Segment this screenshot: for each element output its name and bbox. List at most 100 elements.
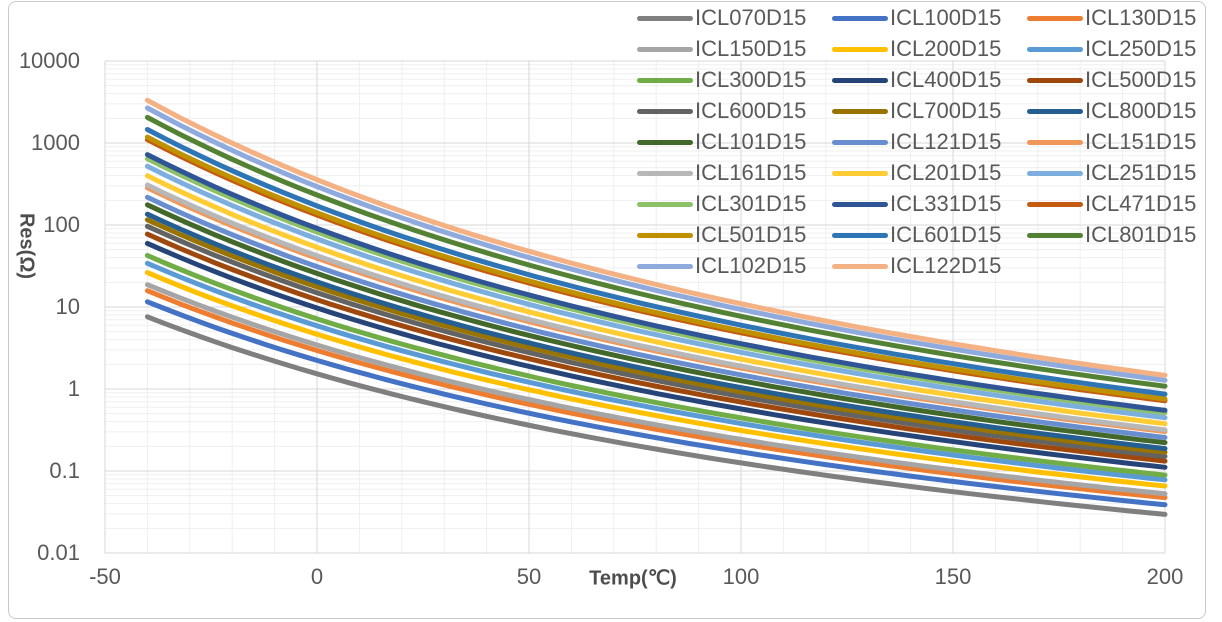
legend-label: ICL250D15 <box>1085 36 1197 61</box>
legend-swatch <box>1027 108 1083 114</box>
legend-item-ICL250D15: ICL250D15 <box>1027 37 1196 61</box>
x-tick-label: 100 <box>722 564 760 589</box>
series-curve-ICL150D15 <box>144 282 1168 497</box>
series-curve-ICL251D15 <box>144 163 1168 421</box>
series-curve-ICL700D15 <box>144 217 1168 455</box>
x-tick-label: -50 <box>89 564 121 589</box>
legend-item-ICL700D15: ICL700D15 <box>832 99 1001 123</box>
legend-swatch <box>832 263 888 269</box>
legend-item-ICL151D15: ICL151D15 <box>1027 130 1196 154</box>
legend-item-ICL800D15: ICL800D15 <box>1027 99 1196 123</box>
legend-item-ICL500D15: ICL500D15 <box>1027 68 1196 92</box>
legend-item-ICL161D15: ICL161D15 <box>637 161 806 185</box>
legend-item-ICL501D15: ICL501D15 <box>637 223 806 247</box>
legend-swatch <box>832 77 888 83</box>
legend-label: ICL102D15 <box>695 253 807 278</box>
legend-label: ICL151D15 <box>1085 129 1197 154</box>
legend-swatch <box>1027 15 1083 21</box>
legend-label: ICL100D15 <box>890 5 1002 30</box>
series-curve-ICL331D15 <box>144 152 1168 413</box>
legend-swatch <box>637 170 693 176</box>
legend-item-ICL801D15: ICL801D15 <box>1027 223 1196 247</box>
legend-label: ICL122D15 <box>890 253 1002 278</box>
legend-item-ICL471D15: ICL471D15 <box>1027 192 1196 216</box>
y-tick-label: 0.1 <box>49 458 80 483</box>
x-tick-label: 50 <box>516 564 542 589</box>
legend-label: ICL121D15 <box>890 129 1002 154</box>
legend-item-ICL101D15: ICL101D15 <box>637 130 806 154</box>
legend-swatch <box>1027 46 1083 52</box>
legend-item-ICL102D15: ICL102D15 <box>637 254 806 278</box>
legend-swatch <box>637 108 693 114</box>
series-curve-ICL500D15 <box>144 231 1168 464</box>
legend-label: ICL801D15 <box>1085 222 1197 247</box>
y-tick-label: 100 <box>43 212 80 237</box>
series-curve-ICL200D15 <box>144 270 1168 489</box>
legend-swatch <box>832 15 888 21</box>
series-curve-ICL801D15 <box>144 114 1168 389</box>
legend-swatch <box>1027 170 1083 176</box>
legend-item-ICL100D15: ICL100D15 <box>832 6 1001 30</box>
series-curve-ICL201D15 <box>144 173 1168 427</box>
legend-item-ICL070D15: ICL070D15 <box>637 6 806 30</box>
legend-label: ICL471D15 <box>1085 191 1197 216</box>
legend-label: ICL301D15 <box>695 191 807 216</box>
x-axis-title: Temp(℃) <box>589 567 677 590</box>
legend-item-ICL331D15: ICL331D15 <box>832 192 1001 216</box>
legend-label: ICL800D15 <box>1085 98 1197 123</box>
legend-item-ICL150D15: ICL150D15 <box>637 37 806 61</box>
legend-item-ICL130D15: ICL130D15 <box>1027 6 1196 30</box>
series-curve-ICL300D15 <box>144 253 1168 478</box>
legend-swatch <box>832 46 888 52</box>
y-tick-label: 0.01 <box>37 540 80 565</box>
x-tick-label: 200 <box>1146 564 1184 589</box>
legend-item-ICL121D15: ICL121D15 <box>832 130 1001 154</box>
legend-label: ICL600D15 <box>695 98 807 123</box>
x-tick-label: 150 <box>934 564 972 589</box>
legend-item-ICL200D15: ICL200D15 <box>832 37 1001 61</box>
legend-swatch <box>637 46 693 52</box>
series-curve-ICL301D15 <box>144 156 1168 416</box>
legend-label: ICL300D15 <box>695 67 807 92</box>
series-curve-ICL601D15 <box>144 127 1168 397</box>
y-tick-label: 10 <box>55 294 80 319</box>
legend-swatch <box>637 15 693 21</box>
series-curve-ICL250D15 <box>144 260 1168 483</box>
legend-label: ICL501D15 <box>695 222 807 247</box>
legend-item-ICL301D15: ICL301D15 <box>637 192 806 216</box>
legend-label: ICL200D15 <box>890 36 1002 61</box>
series-curve-ICL102D15 <box>144 105 1168 383</box>
legend-swatch <box>1027 232 1083 238</box>
legend-label: ICL150D15 <box>695 36 807 61</box>
legend-swatch <box>832 139 888 145</box>
series-curve-ICL800D15 <box>144 211 1168 452</box>
legend-swatch <box>832 108 888 114</box>
legend-item-ICL300D15: ICL300D15 <box>637 68 806 92</box>
legend-swatch <box>832 201 888 207</box>
legend-item-ICL251D15: ICL251D15 <box>1027 161 1196 185</box>
x-tick-label: 0 <box>310 564 324 589</box>
chart-frame-border <box>8 1 1206 619</box>
legend-swatch <box>832 170 888 176</box>
legend-swatch <box>637 201 693 207</box>
series-curve-ICL101D15 <box>144 202 1168 446</box>
legend-label: ICL201D15 <box>890 160 1002 185</box>
legend-swatch <box>1027 77 1083 83</box>
legend-label: ICL161D15 <box>695 160 807 185</box>
legend-swatch <box>832 232 888 238</box>
series-curve-ICL600D15 <box>144 223 1168 459</box>
series-curve-ICL161D15 <box>144 182 1168 433</box>
legend-swatch <box>637 139 693 145</box>
legend-swatch <box>1027 139 1083 145</box>
series-curves <box>144 97 1168 517</box>
legend-swatch <box>637 263 693 269</box>
legend-swatch <box>1027 201 1083 207</box>
legend-label: ICL500D15 <box>1085 67 1197 92</box>
legend-item-ICL201D15: ICL201D15 <box>832 161 1001 185</box>
y-tick-label: 1 <box>67 376 80 401</box>
series-curve-ICL130D15 <box>144 288 1168 501</box>
series-curve-ICL400D15 <box>144 240 1168 470</box>
legend-label: ICL130D15 <box>1085 5 1197 30</box>
legend-label: ICL700D15 <box>890 98 1002 123</box>
